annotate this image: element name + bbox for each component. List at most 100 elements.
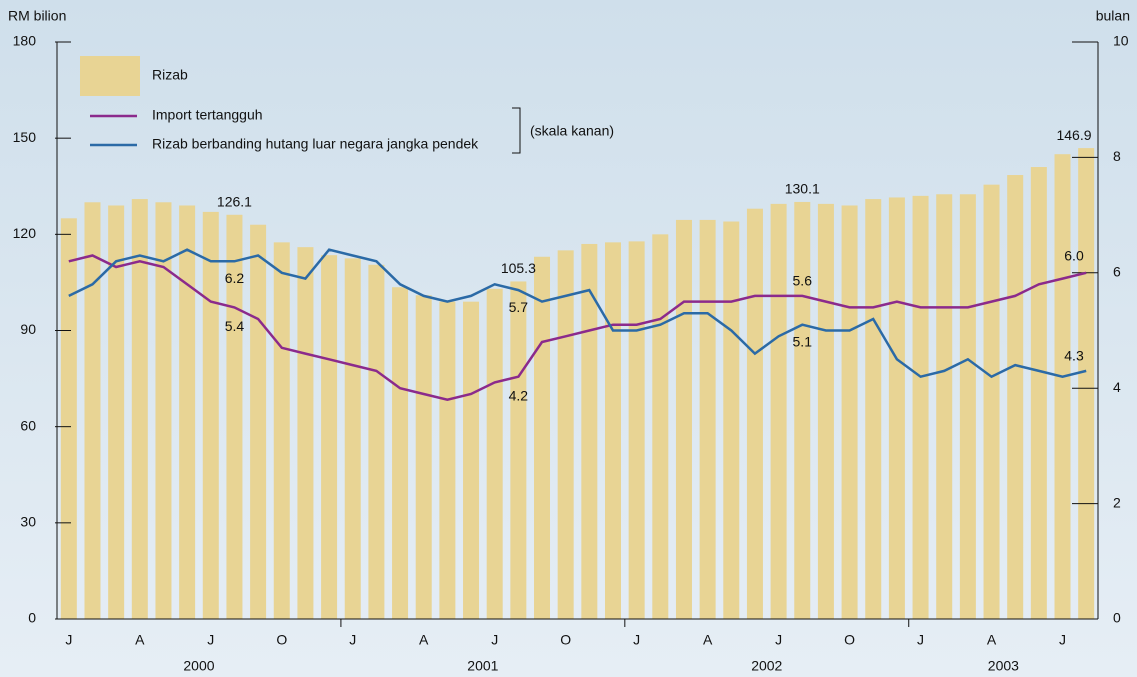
data-label: 4.3 <box>1064 348 1084 364</box>
bar <box>699 219 716 620</box>
bar <box>392 287 409 619</box>
data-label: 5.4 <box>225 318 245 334</box>
bar <box>534 256 551 619</box>
bar <box>273 242 290 619</box>
x-tick-label: O <box>276 632 287 648</box>
bar <box>581 243 598 619</box>
bar <box>770 203 787 619</box>
y2-axis-label: bulan <box>1096 8 1130 24</box>
bar <box>983 184 1000 619</box>
x-tick-label: A <box>987 632 997 648</box>
bar <box>463 301 480 619</box>
bar <box>604 242 621 619</box>
y-tick-label: 0 <box>28 610 36 626</box>
bar <box>652 234 669 620</box>
legend-label: Rizab berbanding hutang luar negara jang… <box>152 136 479 152</box>
bar <box>723 221 740 619</box>
bar <box>1030 167 1047 619</box>
bar <box>439 301 456 619</box>
legend-swatch <box>80 56 140 96</box>
bar <box>131 199 148 620</box>
bar <box>888 197 905 619</box>
line-series <box>68 254 1087 401</box>
y2-tick-label: 8 <box>1113 148 1121 164</box>
bar <box>84 202 101 619</box>
x-tick-label: J <box>491 632 498 648</box>
x-tick-label: J <box>207 632 214 648</box>
bar <box>557 250 574 619</box>
legend-bracket <box>512 107 521 154</box>
data-label: 146.9 <box>1056 127 1091 143</box>
x-tick-label: J <box>65 632 72 648</box>
bar <box>321 255 338 620</box>
bar <box>912 195 929 619</box>
bar <box>675 219 692 620</box>
bar <box>1078 148 1095 619</box>
data-label: 5.6 <box>793 273 813 289</box>
x-tick-label: O <box>844 632 855 648</box>
legend-label: Rizab <box>152 67 188 83</box>
y-tick-label: 150 <box>13 129 37 145</box>
bar <box>226 214 243 619</box>
x-tick-label: J <box>917 632 924 648</box>
x-tick-label: J <box>349 632 356 648</box>
bar <box>510 281 527 619</box>
x-tick-label: A <box>135 632 145 648</box>
line-series <box>68 248 1087 379</box>
bar <box>841 205 858 619</box>
y-tick-label: 120 <box>13 225 37 241</box>
x-tick-label: A <box>419 632 429 648</box>
bar <box>368 264 385 619</box>
bar <box>179 205 196 619</box>
bar <box>1007 175 1024 619</box>
x-tick-label: J <box>1059 632 1066 648</box>
bar <box>628 241 645 619</box>
x-group-label: 2002 <box>751 658 782 674</box>
bar <box>936 194 953 619</box>
bar <box>959 194 976 619</box>
y-axis-label: RM bilion <box>8 8 66 24</box>
x-group-label: 2003 <box>988 658 1019 674</box>
bar <box>794 201 811 620</box>
data-label: 6.0 <box>1064 248 1084 264</box>
y-tick-label: 30 <box>20 514 36 530</box>
x-tick-label: A <box>703 632 713 648</box>
y2-tick-label: 0 <box>1113 610 1121 626</box>
bar <box>1054 154 1071 619</box>
data-label: 4.2 <box>509 387 529 403</box>
bar <box>108 205 125 619</box>
bar <box>865 199 882 620</box>
y2-tick-label: 4 <box>1113 379 1121 395</box>
bar <box>297 247 314 619</box>
x-group-label: 2000 <box>183 658 214 674</box>
data-label: 130.1 <box>785 181 820 197</box>
bar <box>155 202 172 619</box>
data-label: 126.1 <box>217 193 252 209</box>
y2-tick-label: 10 <box>1113 33 1129 49</box>
bar <box>486 288 503 619</box>
legend-label: Import tertangguh <box>152 107 263 123</box>
bar <box>60 218 77 620</box>
y-tick-label: 60 <box>20 417 36 433</box>
bar <box>202 211 219 619</box>
bar <box>344 258 361 619</box>
bar <box>415 295 432 619</box>
y-tick-label: 180 <box>13 33 37 49</box>
y2-tick-label: 2 <box>1113 494 1121 510</box>
y-tick-label: 90 <box>20 321 36 337</box>
x-tick-label: J <box>633 632 640 648</box>
x-group-label: 2001 <box>467 658 498 674</box>
legend-note: (skala kanan) <box>530 123 614 139</box>
x-tick-label: J <box>775 632 782 648</box>
data-label: 5.7 <box>509 299 529 315</box>
y2-tick-label: 6 <box>1113 264 1121 280</box>
bar <box>746 208 763 619</box>
data-label: 5.1 <box>793 333 813 349</box>
data-label: 6.2 <box>225 270 245 286</box>
bar <box>250 224 267 619</box>
bar <box>817 203 834 619</box>
data-label: 105.3 <box>501 260 536 276</box>
x-tick-label: O <box>560 632 571 648</box>
